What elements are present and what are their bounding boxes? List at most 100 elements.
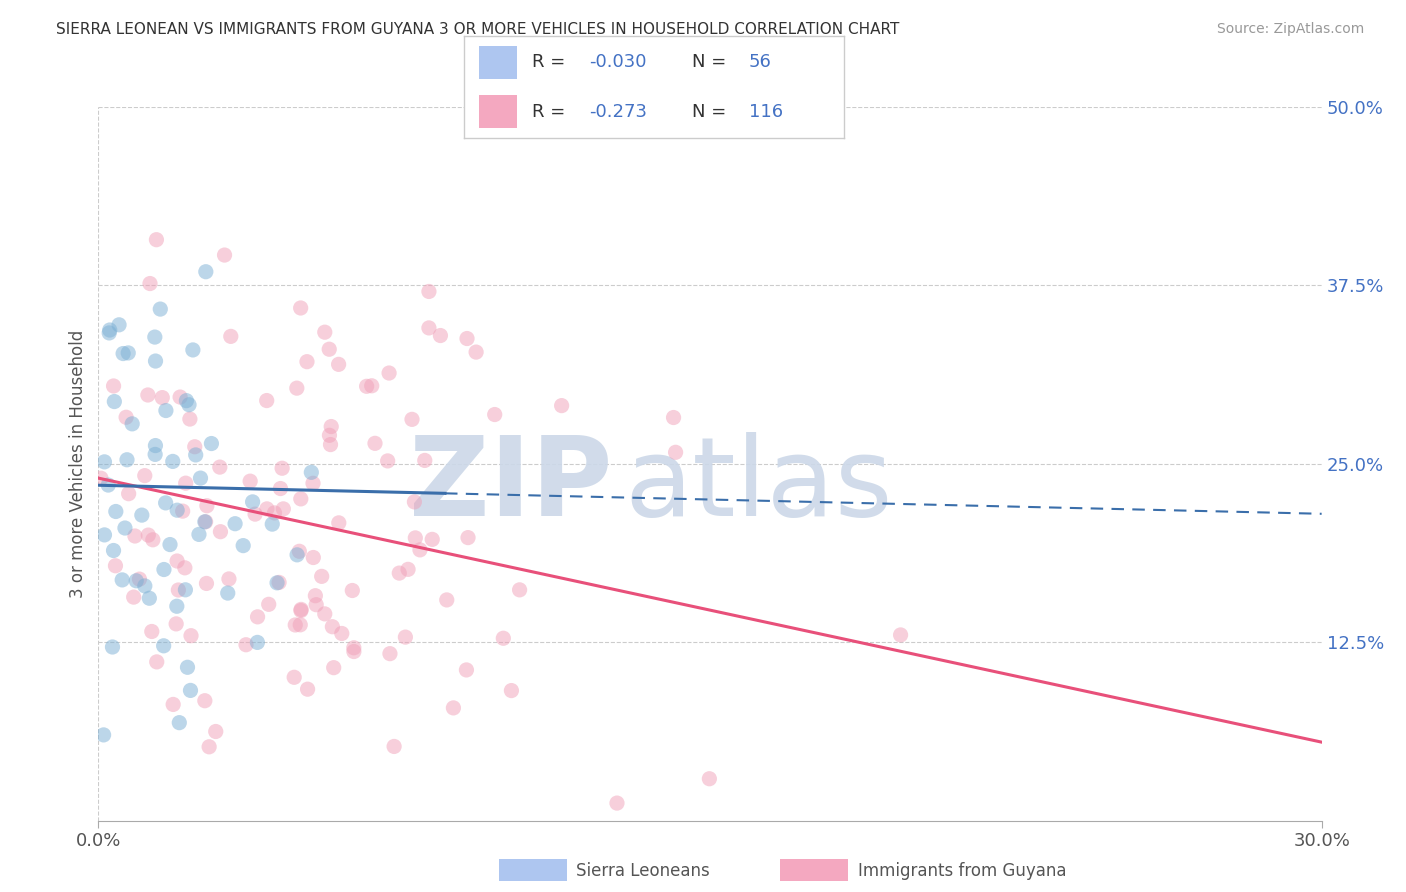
Point (97, 478, 120, 492)
Point (266, 575, 288, 590)
Point (169, 715, 191, 730)
Point (273, 501, 295, 516)
Point (409, 542, 432, 557)
Point (93, 728, 115, 742)
Point (166, 599, 188, 614)
Point (98, 326, 121, 340)
Text: Source: ZipAtlas.com: Source: ZipAtlas.com (1216, 22, 1364, 37)
Point (890, 628, 912, 642)
Point (396, 562, 419, 576)
Point (456, 663, 478, 677)
Text: R =: R = (533, 54, 565, 71)
Point (322, 660, 344, 674)
Text: atlas: atlas (624, 432, 893, 539)
Point (115, 452, 138, 467)
Point (288, 544, 311, 558)
Point (484, 408, 506, 422)
Point (606, 796, 628, 810)
Point (441, 701, 464, 715)
Point (257, 597, 280, 611)
Point (103, 543, 125, 558)
Point (246, 610, 269, 624)
Point (177, 398, 200, 412)
Point (356, 379, 378, 393)
Point (319, 437, 342, 451)
Point (125, 574, 148, 588)
Point (174, 476, 197, 491)
Point (382, 739, 405, 754)
Point (141, 624, 163, 639)
Point (143, 447, 166, 461)
Point (194, 265, 217, 279)
Point (136, 388, 159, 402)
Point (128, 572, 150, 586)
Point (131, 508, 153, 522)
Point (343, 640, 366, 655)
Point (295, 354, 318, 368)
Point (224, 516, 246, 531)
Point (136, 528, 159, 542)
Point (413, 453, 436, 467)
Point (420, 533, 443, 547)
Point (492, 632, 515, 646)
Point (101, 640, 124, 654)
Point (665, 445, 688, 459)
Point (194, 515, 217, 529)
Text: Sierra Leoneans: Sierra Leoneans (576, 862, 710, 880)
Point (104, 558, 127, 573)
Point (378, 366, 401, 380)
Point (145, 439, 167, 453)
Point (167, 582, 190, 597)
Point (418, 321, 440, 335)
Text: R =: R = (533, 103, 565, 120)
Text: ZIP: ZIP (409, 432, 612, 539)
Point (302, 550, 325, 565)
Point (436, 593, 458, 607)
Point (214, 248, 236, 262)
Point (239, 474, 262, 488)
Point (302, 476, 325, 491)
Point (404, 531, 426, 545)
Point (328, 516, 350, 530)
Point (117, 486, 139, 500)
Point (112, 346, 135, 360)
Point (246, 635, 269, 649)
Point (290, 602, 312, 616)
Point (103, 379, 125, 393)
Point (104, 504, 127, 518)
Point (299, 466, 322, 480)
Point (501, 683, 523, 698)
Point (218, 572, 240, 586)
Point (318, 343, 340, 357)
Text: -0.030: -0.030 (589, 54, 647, 71)
Point (204, 724, 226, 739)
Text: 116: 116 (749, 103, 783, 120)
Point (174, 582, 197, 597)
Point (456, 332, 478, 346)
Point (195, 499, 218, 513)
Point (93, 455, 115, 469)
Point (283, 670, 305, 684)
Point (152, 639, 174, 653)
Point (165, 616, 187, 631)
Point (179, 683, 201, 698)
Point (418, 285, 440, 299)
Point (115, 410, 138, 425)
Point (162, 454, 184, 468)
Text: -0.273: -0.273 (589, 103, 647, 120)
Point (181, 343, 204, 357)
Point (285, 381, 308, 395)
Point (404, 495, 426, 509)
Point (330, 626, 353, 640)
Point (465, 345, 488, 359)
Point (200, 436, 222, 450)
Point (162, 698, 184, 712)
Point (155, 496, 177, 510)
Point (142, 533, 165, 547)
Point (121, 417, 143, 431)
Point (378, 647, 401, 661)
Point (93, 528, 115, 542)
Point (429, 328, 451, 343)
Point (179, 412, 201, 426)
Point (108, 318, 131, 332)
